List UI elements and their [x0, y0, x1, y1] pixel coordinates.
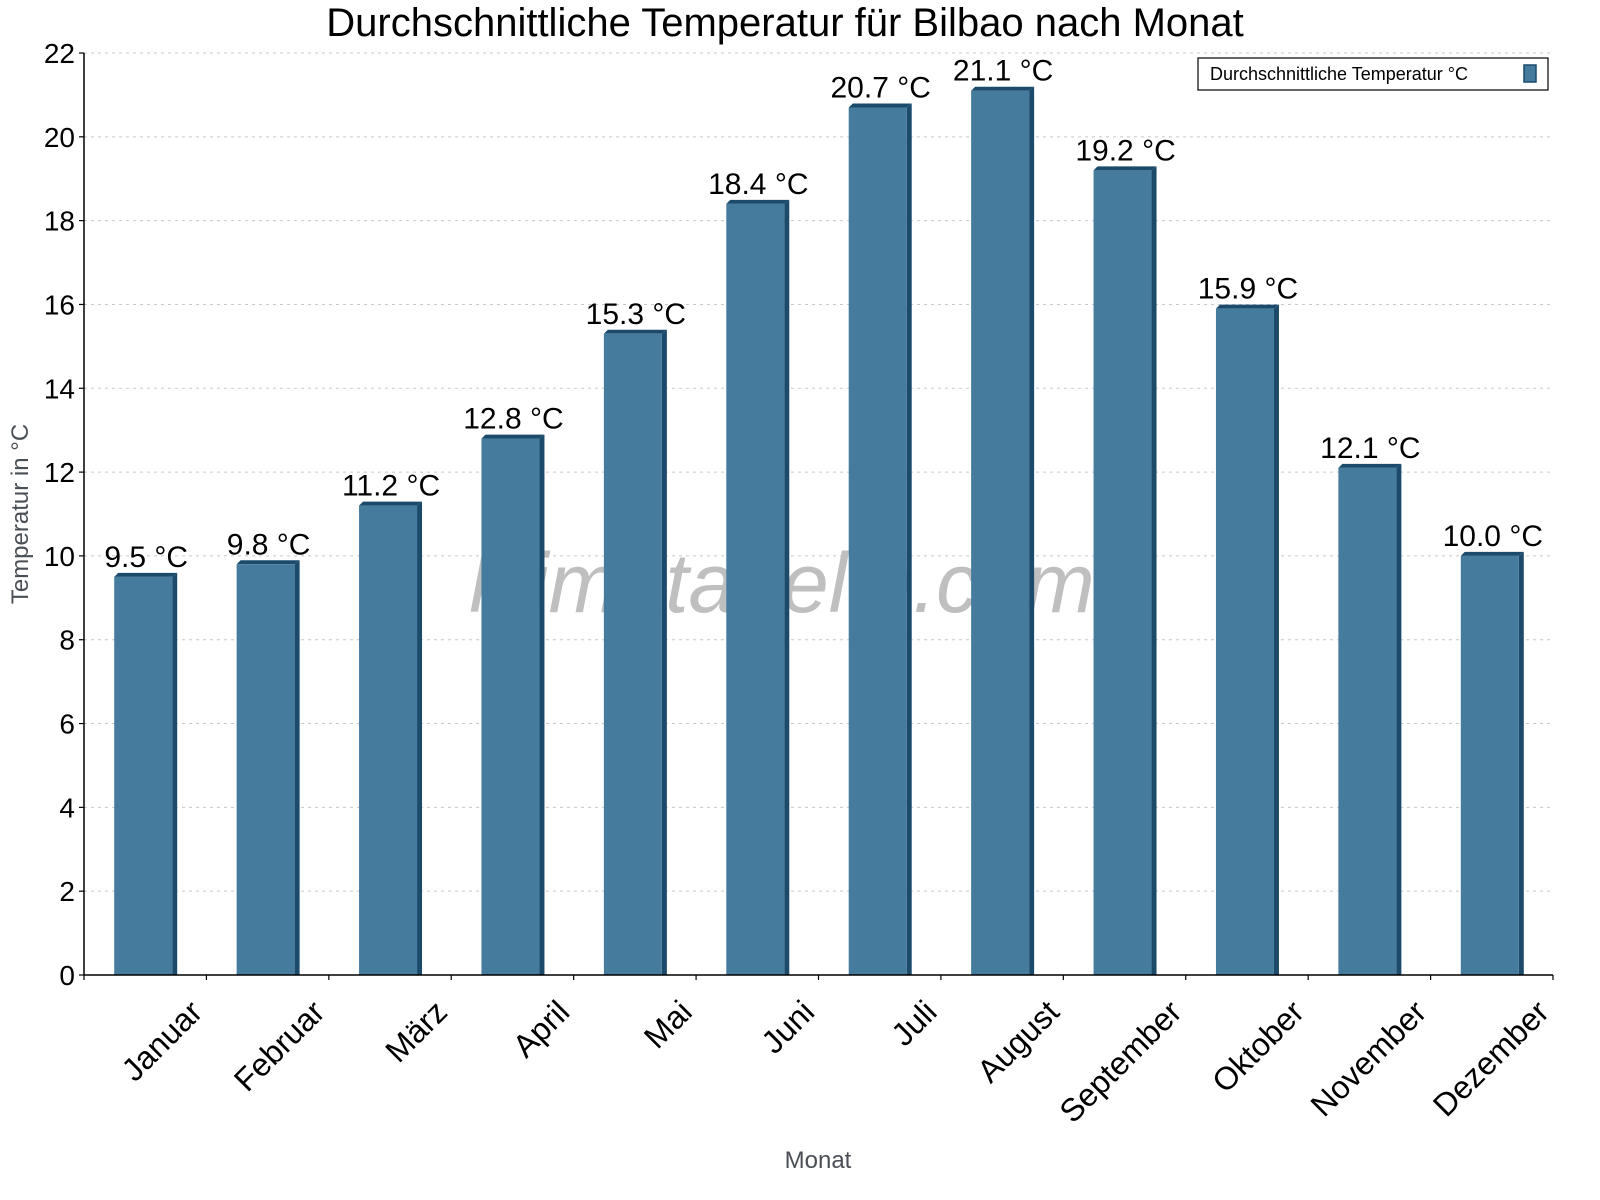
y-tick-label: 2: [59, 876, 75, 907]
bar: [1460, 555, 1519, 975]
y-tick-label: 16: [44, 289, 75, 320]
bar-mai: [603, 329, 667, 976]
bar-dezember: [1460, 551, 1524, 975]
bar-top: [359, 501, 423, 506]
y-tick-label: 18: [44, 206, 75, 237]
bar: [1093, 170, 1152, 975]
bar-märz: [359, 501, 423, 975]
x-tick-label: Dezember: [1426, 993, 1556, 1123]
data-label: 20.7 °C: [831, 71, 931, 104]
bar: [1215, 308, 1274, 975]
x-tick-label: März: [378, 993, 454, 1069]
y-tick-label: 12: [44, 457, 75, 488]
x-tick-label: Februar: [227, 993, 332, 1098]
data-label: 12.1 °C: [1320, 432, 1420, 465]
bar: [726, 203, 785, 975]
bar-side: [1029, 86, 1035, 975]
bar-top: [481, 434, 545, 439]
bar-top: [1460, 551, 1524, 556]
data-label: 9.8 °C: [227, 528, 311, 561]
data-label: 15.3 °C: [586, 298, 686, 331]
bar-januar: [114, 572, 178, 975]
bar-top: [1215, 304, 1279, 309]
y-tick-label: 22: [44, 38, 75, 69]
y-tick-label: 0: [59, 960, 75, 991]
x-tick-label: August: [970, 993, 1066, 1089]
data-label: 15.9 °C: [1198, 273, 1298, 306]
bar-side: [539, 434, 545, 976]
data-label: 11.2 °C: [342, 470, 440, 503]
y-tick-label: 14: [44, 373, 75, 404]
bar-top: [1093, 166, 1157, 171]
bar-september: [1093, 166, 1157, 975]
bar: [481, 438, 540, 976]
bar-top: [726, 199, 790, 204]
x-tick-label: Juli: [884, 993, 943, 1052]
x-axis-label: Monat: [785, 1147, 852, 1174]
bar-side: [172, 572, 178, 975]
bar-top: [236, 560, 300, 565]
data-label: 21.1 °C: [953, 55, 1053, 88]
bar: [603, 333, 662, 976]
y-tick-label: 20: [44, 122, 75, 153]
bar: [114, 576, 173, 975]
x-tick-label: Juni: [754, 993, 821, 1060]
legend: Durchschnittliche Temperatur °C: [1197, 57, 1549, 91]
bar-side: [1518, 551, 1524, 975]
chart-title: Durchschnittliche Temperatur für Bilbao …: [326, 1, 1244, 45]
bar-top: [971, 86, 1035, 91]
bar-februar: [236, 560, 300, 975]
bar-side: [1396, 463, 1402, 975]
bar: [359, 505, 418, 975]
data-label: 12.8 °C: [463, 403, 563, 436]
bar-side: [906, 103, 912, 976]
x-tick-label: Mai: [637, 993, 699, 1055]
bar-side: [1273, 304, 1279, 975]
bar-juni: [726, 199, 790, 975]
y-tick-label: 10: [44, 541, 75, 572]
data-label: 9.5 °C: [104, 541, 188, 574]
x-tick-label: November: [1303, 993, 1433, 1123]
bar-juli: [848, 103, 912, 976]
bar-side: [294, 560, 300, 975]
bar: [236, 564, 295, 975]
y-tick-label: 6: [59, 709, 75, 740]
bar-top: [114, 572, 178, 577]
y-axis-label: Temperatur in °C: [7, 424, 34, 604]
x-tick-label: September: [1052, 993, 1188, 1129]
bar-november: [1338, 463, 1402, 975]
legend-box: [1197, 57, 1549, 91]
bar-side: [661, 329, 667, 976]
bar-april: [481, 434, 545, 976]
bar-top: [848, 103, 912, 108]
data-label: 18.4 °C: [708, 168, 808, 201]
y-tick-label: 4: [59, 792, 75, 823]
bar-side: [1151, 166, 1157, 975]
bar-side: [784, 199, 790, 975]
legend-swatch: [1523, 64, 1537, 83]
bar-top: [1338, 463, 1402, 468]
bar-oktober: [1215, 304, 1279, 975]
data-label: 10.0 °C: [1443, 520, 1543, 553]
bar-side: [417, 501, 423, 975]
bar-top: [603, 329, 667, 334]
bar: [1338, 467, 1397, 975]
legend-label: Durchschnittliche Temperatur °C: [1210, 64, 1468, 84]
bar: [848, 107, 907, 976]
x-tick-label: April: [506, 993, 577, 1064]
x-tick-label: Oktober: [1205, 993, 1311, 1099]
bar-august: [971, 86, 1035, 975]
bar: [971, 90, 1030, 975]
x-tick-label: Januar: [114, 993, 209, 1088]
y-tick-label: 8: [59, 625, 75, 656]
data-label: 19.2 °C: [1075, 134, 1175, 167]
